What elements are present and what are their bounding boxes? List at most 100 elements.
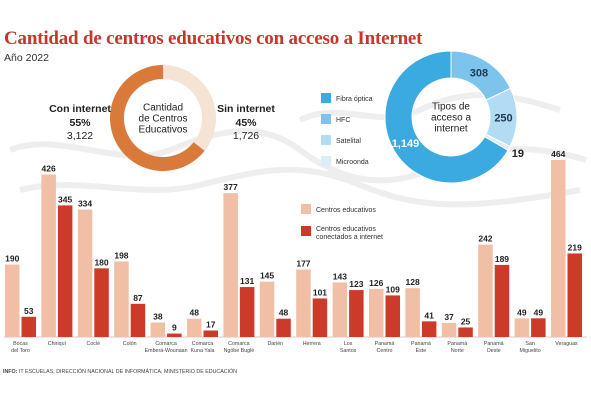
bar-centros-12 (441, 322, 457, 337)
category-label-15: Veraguas (555, 341, 578, 347)
bar-value-label-1-0: 53 (24, 306, 34, 316)
bar-value-label-1-11: 41 (424, 310, 434, 320)
bar-value-label-0-9: 143 (333, 271, 347, 281)
category-label-0: Bocas del Toro (11, 341, 30, 354)
bar-value-label-1-15: 219 (568, 242, 582, 252)
category-label-2: Coclé (87, 341, 101, 347)
bar-value-label-0-0: 190 (5, 254, 19, 264)
bar-conectados-8 (312, 298, 328, 337)
bar-centros-2 (77, 209, 93, 337)
sin-internet-percent: 45% (235, 117, 257, 129)
legend-swatch-1 (321, 114, 331, 124)
bar-value-label-1-7: 48 (279, 308, 289, 318)
bar-value-label-1-2: 180 (94, 257, 108, 267)
bar-conectados-7 (276, 318, 291, 337)
category-label-6: Comarca Ngöbe Buglé (224, 341, 255, 354)
bar-value-label-0-2: 334 (78, 199, 92, 209)
bar-centros-0 (5, 264, 20, 337)
bar-conectados-15 (567, 253, 582, 337)
bar-value-label-0-3: 198 (114, 250, 128, 260)
category-label-13: Panamá Oeste (484, 341, 504, 354)
legend-label-0: Fibra óptica (336, 96, 373, 103)
legend-label-conectados: Centros educativos conectados a internet (316, 226, 383, 241)
sin-internet-value: 1,726 (233, 130, 259, 142)
legend-swatch-2 (321, 135, 331, 145)
bar-value-label-1-5: 17 (206, 320, 216, 330)
bar-centros-6 (223, 193, 238, 337)
legend-label-3: Microonda (336, 159, 369, 166)
bar-conectados-3 (130, 303, 146, 337)
bar-centros-3 (114, 261, 129, 337)
bar-value-label-1-10: 109 (386, 284, 400, 294)
donut2-center-label: Tipos de acceso a internet (431, 102, 471, 135)
con-internet-value: 3,122 (67, 130, 93, 142)
bar-value-label-0-10: 126 (369, 278, 383, 288)
bar-centros-4 (150, 322, 166, 337)
bar-value-label-1-13: 189 (495, 254, 509, 264)
donut2-value-1: 308 (470, 68, 488, 80)
category-label-14: San Miguelito (519, 341, 540, 354)
category-label-8: Herrera (303, 341, 321, 347)
bar-conectados-10 (385, 295, 400, 337)
map-stroke-1 (19, 166, 581, 208)
bar-value-label-1-3: 87 (133, 293, 143, 303)
bar-centros-5 (187, 318, 202, 337)
category-label-5: Comarca Kuna Yala (191, 341, 215, 354)
donut2-value-0: 1,149 (392, 138, 420, 150)
bar-centros-14 (514, 318, 530, 337)
legend-label-1: HFC (336, 117, 350, 124)
bar-value-label-0-1: 426 (42, 163, 56, 173)
bar-centros-15 (551, 160, 566, 337)
category-label-4: Comarca Emberá-Wounaan (145, 341, 188, 354)
bar-value-label-0-12: 37 (444, 312, 454, 322)
category-label-7: Darién (267, 341, 283, 347)
bar-value-label-0-15: 464 (551, 149, 565, 159)
bar-value-label-0-11: 128 (406, 277, 420, 287)
chart-subtitle: Año 2022 (4, 52, 49, 64)
tipos-acceso-donut-chart (384, 50, 518, 184)
bar-centros-11 (405, 288, 420, 337)
bar-conectados-9 (349, 290, 364, 337)
category-label-9: Los Santos (340, 341, 357, 354)
bar-legend: Centros educativos Centros educativos con… (301, 204, 383, 241)
legend-swatch-conectados (301, 226, 311, 236)
bar-value-label-0-7: 145 (260, 271, 274, 281)
legend-swatch-centros (301, 204, 311, 214)
bar-value-label-0-6: 377 (224, 182, 238, 192)
bar-value-label-1-8: 101 (313, 287, 327, 297)
category-label-3: Colón (123, 341, 137, 347)
donut2-value-2: 250 (494, 112, 512, 124)
bar-value-label-0-4: 38 (153, 312, 163, 322)
con-internet-label: Con internet (49, 103, 111, 115)
bar-value-label-1-1: 345 (58, 194, 72, 204)
bar-centros-9 (332, 282, 348, 337)
category-label-11: Panamá Este (411, 341, 431, 354)
bar-value-label-1-6: 131 (240, 276, 254, 286)
bar-conectados-5 (203, 330, 218, 337)
donut1-center-label: Cantidad de Centros Educativos (139, 103, 188, 136)
source-note: INFO: IT ESCUELAS, DIRECCIÓN NACIONAL DE… (3, 369, 237, 375)
bar-value-label-1-4: 9 (172, 323, 177, 333)
bar-centros-8 (296, 269, 311, 337)
bar-centros-7 (259, 281, 275, 337)
bar-conectados-4 (167, 333, 182, 337)
donut2-value-3: 19 (512, 148, 524, 160)
sin-internet-label: Sin internet (217, 103, 275, 115)
bar-centros-10 (369, 288, 384, 337)
bar-value-label-0-14: 49 (517, 307, 527, 317)
bar-conectados-0 (21, 316, 36, 337)
chart-title: Cantidad de centros educativos con acces… (4, 28, 423, 49)
bar-value-label-0-5: 48 (190, 308, 200, 318)
bar-chart: 190 53 Bocas del Toro 426 345 Chiriquí 334 180 Co… (5, 149, 582, 354)
centros-donut-chart (110, 65, 216, 171)
donut1-slice-0 (110, 65, 205, 171)
bar-value-label-1-12: 25 (461, 316, 471, 326)
bar-centros-1 (41, 174, 56, 337)
legend-label-centros: Centros educativos (316, 207, 376, 214)
bar-value-label-0-13: 242 (478, 234, 492, 244)
bar-conectados-13 (494, 264, 510, 337)
bar-value-label-1-9: 123 (349, 279, 363, 289)
donut2-value-labels: 308 250 19 1,149 (392, 68, 524, 161)
bar-conectados-2 (94, 268, 109, 337)
